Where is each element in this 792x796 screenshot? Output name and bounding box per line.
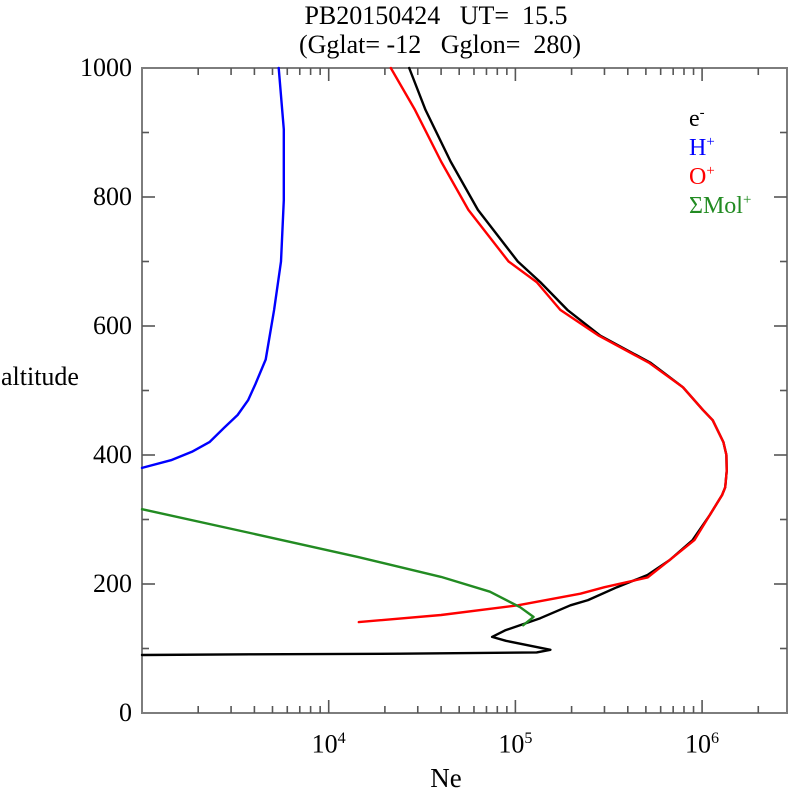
y-tick-label-800: 800 [93,182,132,211]
chart-title-line2: (Gglat= -12 Gglon= 280) [298,30,582,59]
curve-H+ [140,66,285,470]
legend-item-e: e- [689,105,705,132]
curve-e- [140,66,728,657]
x-tick-label-1e4: 104 [311,729,346,759]
curve-ΣMol+ [140,508,535,627]
y-tick-label-200: 200 [93,569,132,598]
curve-O+ [357,66,728,624]
y-axis-title: altitude [1,362,79,391]
legend-item-H: H+ [689,134,715,161]
legend-item-O: O+ [689,163,715,190]
x-tick-label-1e5: 105 [498,729,533,759]
x-tick-label-1e6: 106 [685,729,720,759]
y-tick-label-400: 400 [93,440,132,469]
y-tick-label-600: 600 [93,311,132,340]
legend-item-ΣMol: ΣMol+ [689,192,752,219]
y-tick-label-1000: 1000 [80,53,132,82]
x-axis-title: Ne [430,763,462,793]
chart-title-line1: PB20150424 UT= 15.5 [304,1,568,30]
y-tick-label-0: 0 [119,698,132,727]
